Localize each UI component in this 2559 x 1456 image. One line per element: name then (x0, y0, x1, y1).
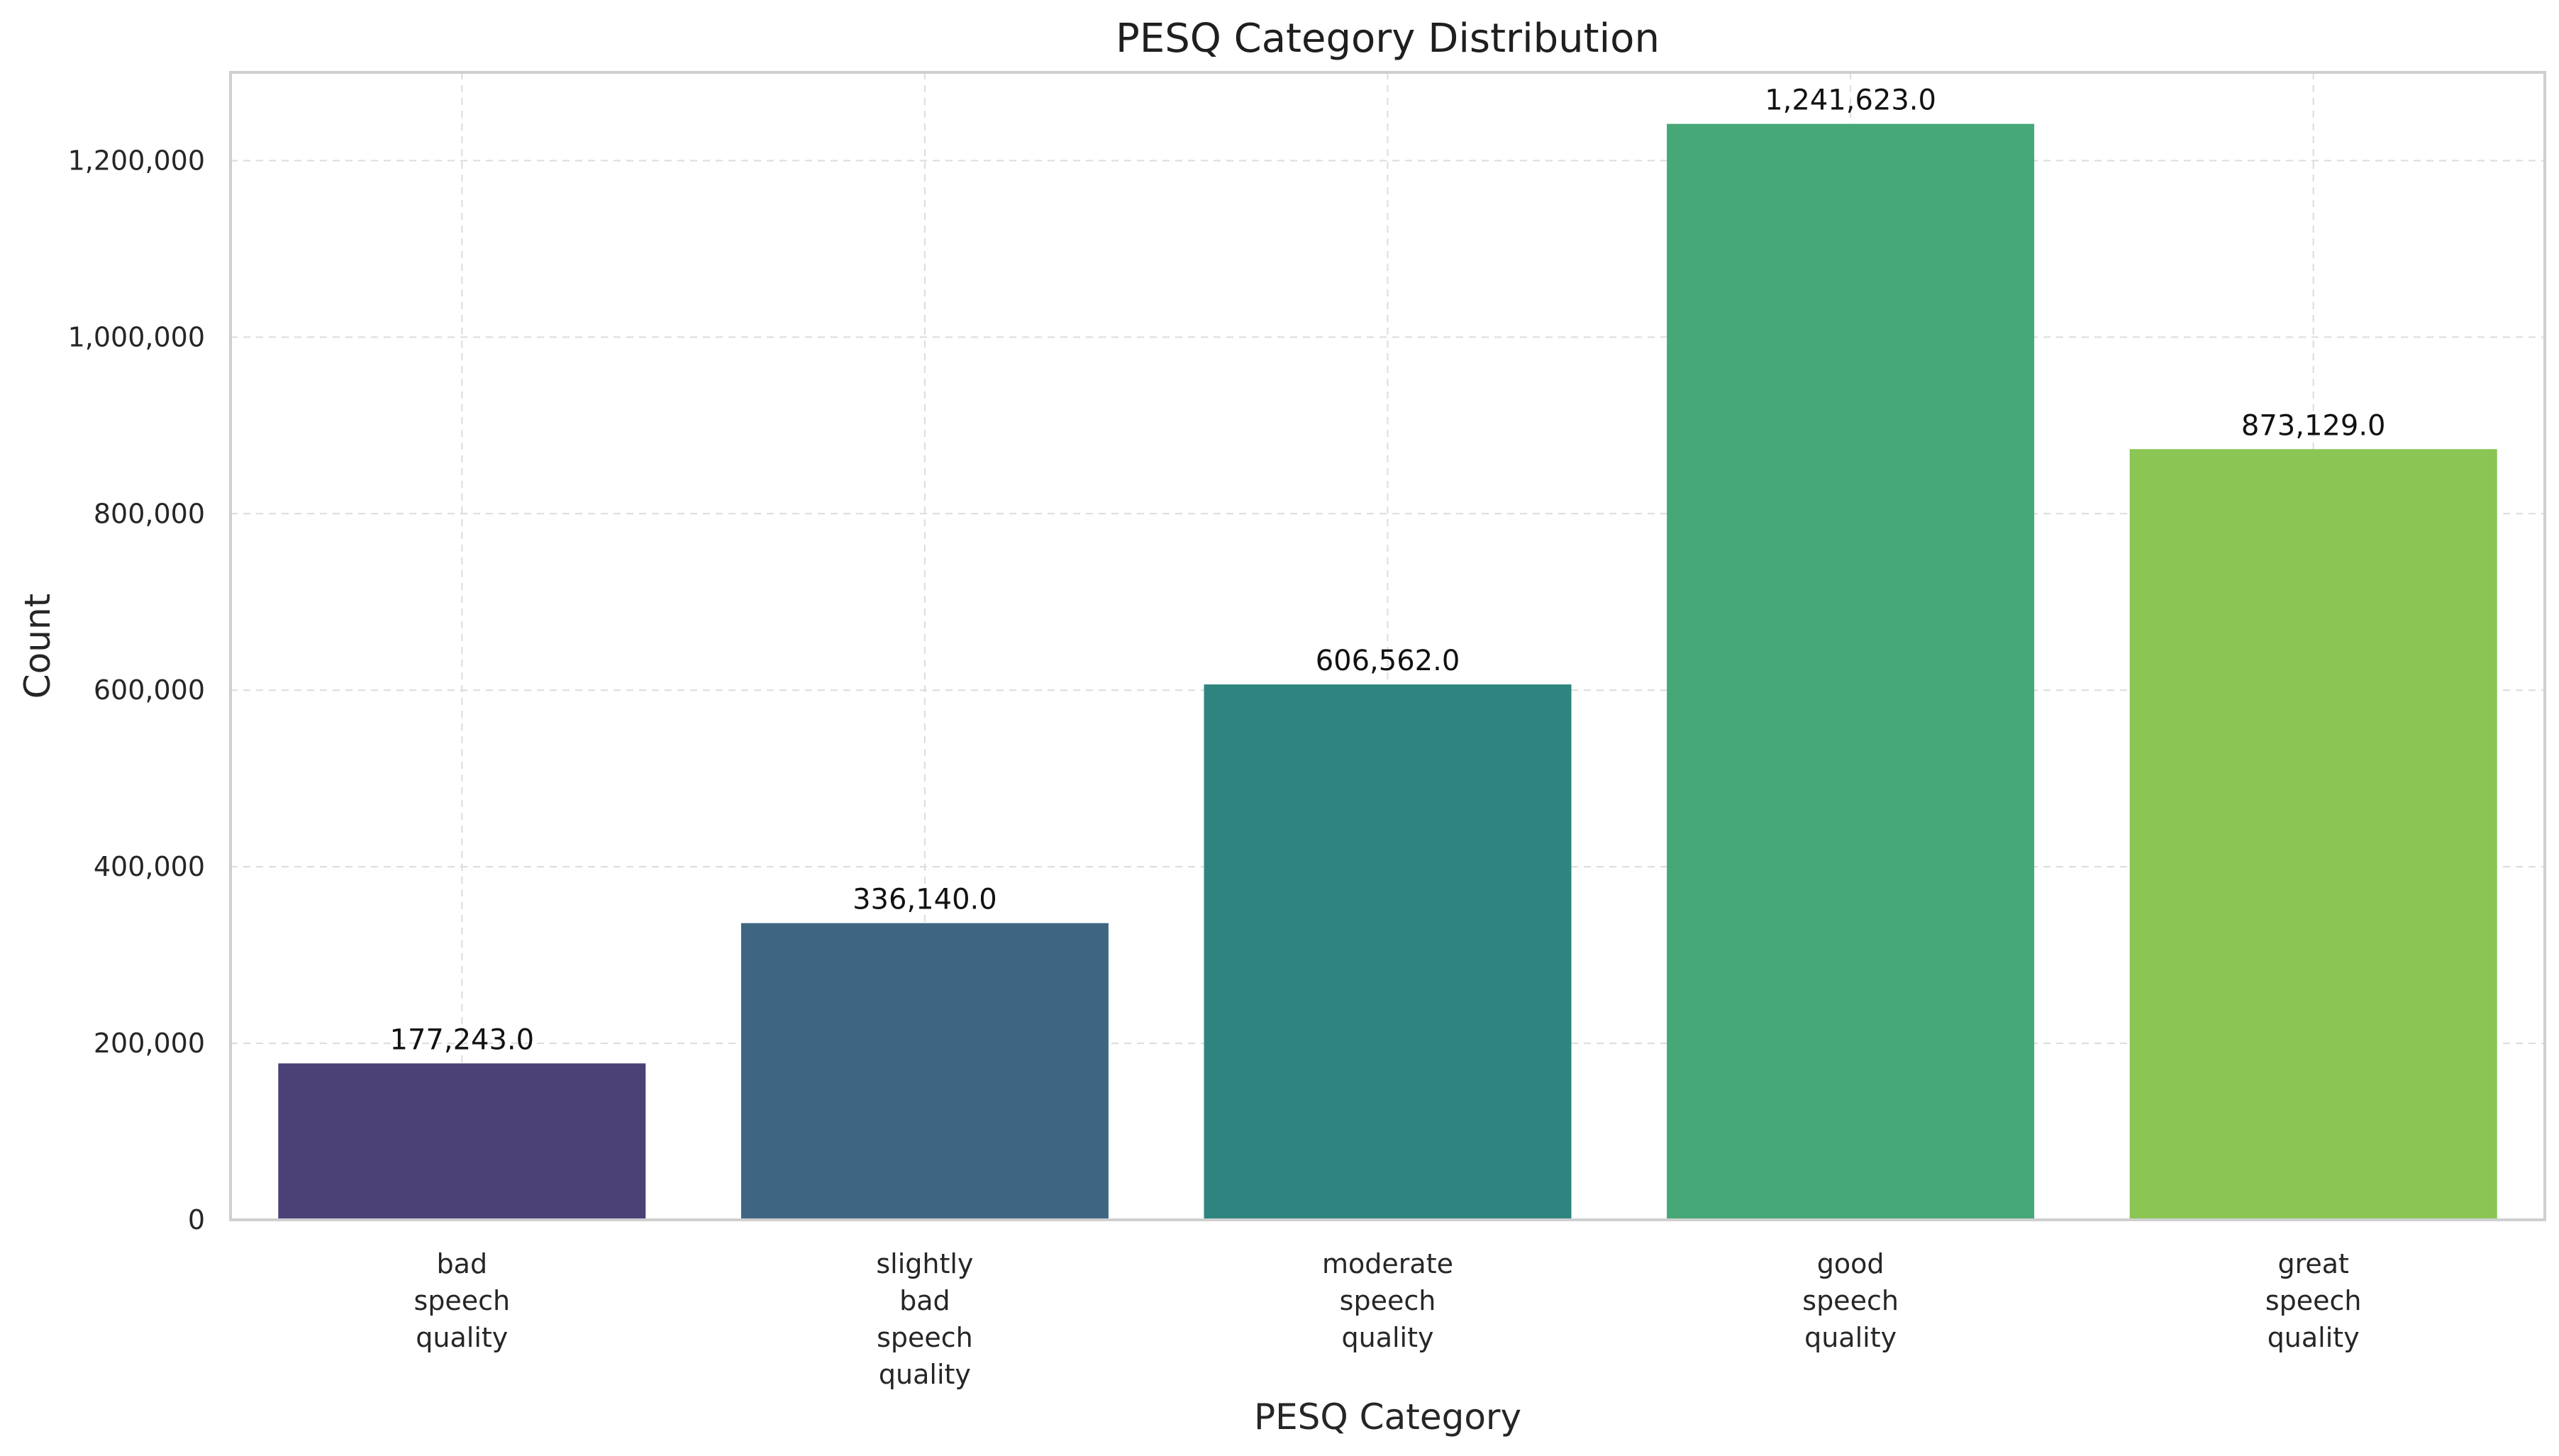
bar (740, 923, 1109, 1220)
x-tick-label: bad speech quality (413, 1248, 510, 1353)
x-tick-label-line: moderate (1322, 1248, 1453, 1279)
data-labels: 177,243.0 336,140.0 606,562.0 1,241,623.0 87… (390, 84, 2386, 1057)
x-tick-label-line: slightly (876, 1248, 973, 1279)
x-tick-label-line: quality (879, 1359, 971, 1390)
y-axis-ticks: 0 200,000 400,000 600,000 800,000 1,000,000 1,… (68, 145, 205, 1235)
y-tick-label: 1,200,000 (68, 145, 205, 176)
y-tick-label: 600,000 (94, 674, 205, 706)
x-tick-label-line: quality (1804, 1322, 1897, 1353)
x-tick-label: great speech quality (2265, 1248, 2362, 1353)
x-tick-label-line: speech (877, 1322, 973, 1353)
x-tick-label-line: speech (1340, 1285, 1436, 1316)
y-tick-label: 200,000 (94, 1028, 205, 1059)
bar-value-label: 177,243.0 (390, 1023, 535, 1056)
y-tick-label: 400,000 (94, 851, 205, 882)
y-tick-label: 0 (188, 1204, 205, 1235)
x-tick-label-line: bad (437, 1248, 488, 1279)
x-tick-label-line: bad (899, 1285, 950, 1316)
x-axis-ticks: bad speech quality slightly bad speech quality… (413, 1248, 2361, 1390)
y-tick-label: 1,000,000 (68, 321, 205, 352)
bar-value-label: 336,140.0 (853, 884, 997, 916)
x-tick-label-line: speech (413, 1285, 510, 1316)
bar-value-label: 873,129.0 (2241, 409, 2386, 442)
x-tick-label: good speech quality (1802, 1248, 1899, 1353)
bar (1204, 684, 1572, 1220)
x-tick-label-line: quality (1342, 1322, 1434, 1353)
bar (2129, 449, 2497, 1220)
plot-frame (229, 71, 2546, 1221)
y-axis-label: Count (17, 594, 58, 699)
bar-value-label: 1,241,623.0 (1765, 84, 1936, 117)
x-tick-label: moderate speech quality (1322, 1248, 1453, 1353)
bar (278, 1063, 646, 1220)
x-tick-label-line: quality (416, 1322, 508, 1353)
x-tick-label-line: speech (1802, 1285, 1899, 1316)
x-tick-label-line: quality (2267, 1322, 2360, 1353)
x-tick-label: slightly bad speech quality (876, 1248, 973, 1390)
bar-value-label: 606,562.0 (1316, 645, 1460, 677)
x-axis-label: PESQ Category (1254, 1396, 1521, 1438)
x-tick-label-line: great (2277, 1248, 2348, 1279)
x-tick-label-line: speech (2265, 1285, 2362, 1316)
x-tick-label-line: good (1817, 1248, 1884, 1279)
bars-layer (278, 123, 2497, 1221)
bar (1667, 123, 2035, 1221)
y-tick-label: 800,000 (94, 498, 205, 529)
chart-title: PESQ Category Distribution (1116, 16, 1660, 62)
